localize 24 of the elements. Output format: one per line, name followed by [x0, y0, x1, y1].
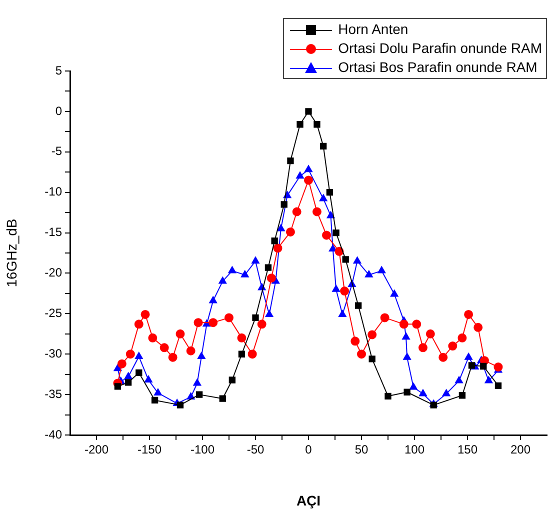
x-tick-label: -100 — [190, 442, 215, 457]
x-tick-label: 100 — [404, 442, 425, 457]
x-axis-title: AÇI — [296, 492, 321, 508]
legend-label: Horn Anten — [338, 20, 408, 39]
y-tick-label: 0 — [55, 104, 62, 118]
y-tick-label: -10 — [44, 184, 62, 199]
y-tick-label: -40 — [44, 427, 62, 442]
legend-label: Ortasi Dolu Parafin onunde RAM — [338, 39, 542, 58]
x-tick-label: -200 — [84, 442, 109, 457]
x-tick-label: 50 — [354, 442, 368, 457]
x-tick-label: 0 — [305, 442, 312, 457]
y-tick-label: -20 — [44, 266, 62, 280]
y-tick-label: -5 — [51, 144, 62, 158]
y-tick-label: -35 — [44, 386, 62, 401]
y-tick-label: 5 — [55, 63, 62, 78]
legend-label: Ortasi Bos Parafin onunde RAM — [338, 58, 538, 77]
y-axis-title: 16GHz_dB — [3, 218, 20, 288]
x-tick-label: 200 — [510, 442, 531, 457]
y-tick-label: -15 — [44, 225, 62, 240]
y-tick-label: -25 — [44, 306, 62, 320]
y-tick-label: -30 — [44, 346, 62, 360]
x-tick-label: -50 — [246, 442, 264, 457]
x-tick-label: -150 — [137, 442, 162, 457]
x-tick-label: 150 — [457, 442, 478, 457]
